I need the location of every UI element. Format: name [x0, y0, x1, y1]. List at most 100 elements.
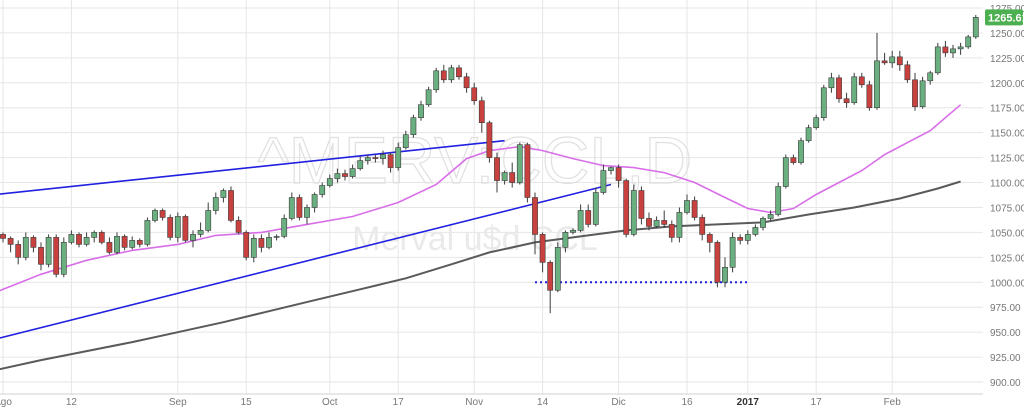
- candlesticks: [0, 14, 979, 314]
- candle-body-28: [212, 197, 219, 211]
- candle-body-86: [653, 220, 660, 227]
- candle-body-115: [874, 60, 880, 109]
- candle-body-0: [0, 234, 6, 239]
- channel-line-2: [0, 183, 612, 339]
- candle-body-106: [805, 127, 812, 141]
- candle-body-5: [38, 247, 44, 265]
- candle-body-81: [615, 167, 622, 181]
- candle-body-77: [585, 210, 592, 225]
- candle-body-120: [912, 79, 918, 108]
- x-tick-label-1: 12: [66, 397, 78, 408]
- candle-body-103: [782, 157, 789, 187]
- candle-body-101: [767, 214, 774, 219]
- candle-body-92: [699, 217, 706, 235]
- candle-body-121: [919, 80, 926, 108]
- y-tick-label-10: 1025.00: [990, 253, 1024, 264]
- y-tick-label-12: 975.00: [990, 303, 1021, 314]
- y-tick-label-5: 1150.00: [990, 129, 1024, 140]
- last-price-tag: 1265.61: [985, 9, 1024, 26]
- candle-body-36: [273, 236, 280, 238]
- x-tick-label-8: Dic: [611, 397, 625, 408]
- candle-body-60: [456, 67, 462, 78]
- candle-body-87: [661, 220, 668, 225]
- candle-body-57: [433, 70, 440, 91]
- candle-body-16: [121, 236, 128, 248]
- candle-body-24: [182, 216, 189, 241]
- candle-body-75: [570, 230, 576, 233]
- candle-body-32: [243, 232, 250, 258]
- candle-body-66: [501, 172, 508, 181]
- candle-body-73: [554, 247, 561, 291]
- candle-body-9: [68, 234, 75, 243]
- candle-body-59: [448, 67, 455, 81]
- candle-body-114: [866, 84, 873, 109]
- candle-body-100: [760, 218, 766, 228]
- y-tick-label-8: 1075.00: [990, 203, 1024, 214]
- candle-body-64: [486, 122, 493, 158]
- candle-body-107: [813, 117, 820, 128]
- candle-body-93: [706, 234, 713, 243]
- candle-body-122: [927, 72, 934, 82]
- candle-body-11: [83, 237, 90, 245]
- y-tick-label-11: 1000.00: [990, 278, 1024, 289]
- candle-body-37: [281, 218, 288, 237]
- candle-body-83: [630, 190, 637, 235]
- candle-body-42: [319, 185, 326, 195]
- candle-body-26: [197, 230, 204, 235]
- candle-body-70: [532, 197, 538, 235]
- candle-body-110: [836, 77, 842, 100]
- candle-body-91: [691, 200, 698, 218]
- y-axis: 1275.001250.001225.001200.001175.001150.…: [990, 4, 1024, 389]
- candle-body-25: [190, 234, 196, 241]
- candle-body-20: [152, 210, 158, 221]
- y-tick-label-6: 1125.00: [990, 154, 1024, 165]
- y-tick-label-9: 1050.00: [990, 228, 1024, 239]
- candle-body-51: [387, 154, 394, 168]
- y-tick-label-15: 900.00: [990, 378, 1021, 389]
- candle-body-17: [129, 240, 136, 248]
- x-tick-label-12: Feb: [884, 397, 902, 408]
- x-tick-label-3: 15: [241, 397, 253, 408]
- candle-body-41: [311, 194, 318, 208]
- candle-body-97: [737, 237, 744, 241]
- candle-body-43: [326, 178, 333, 186]
- x-tick-label-11: 17: [811, 397, 823, 408]
- candle-body-68: [516, 144, 523, 183]
- candle-body-123: [934, 46, 941, 74]
- candle-body-3: [22, 237, 29, 258]
- candle-body-109: [828, 77, 835, 89]
- candle-body-47: [357, 160, 364, 169]
- candle-body-76: [577, 210, 584, 231]
- candle-body-50: [380, 154, 386, 159]
- candle-body-35: [266, 237, 272, 248]
- candle-body-61: [463, 76, 470, 89]
- candle-body-31: [235, 220, 242, 233]
- candle-body-53: [402, 134, 409, 148]
- candle-body-8: [60, 242, 67, 275]
- candle-body-48: [364, 157, 371, 161]
- candle-body-7: [53, 237, 60, 275]
- candle-body-67: [509, 172, 516, 183]
- x-tick-label-2: Sep: [169, 397, 187, 408]
- candle-body-102: [775, 186, 782, 215]
- candle-body-82: [623, 180, 630, 235]
- candle-body-125: [950, 48, 956, 54]
- candle-body-18: [136, 240, 143, 245]
- candle-body-21: [159, 210, 166, 218]
- candle-body-95: [722, 267, 728, 283]
- x-tick-label-4: Oct: [322, 397, 338, 408]
- candle-body-63: [478, 100, 485, 123]
- candle-body-65: [494, 157, 500, 181]
- y-tick-label-4: 1175.00: [990, 104, 1024, 115]
- candle-body-112: [851, 76, 858, 104]
- candle-body-72: [547, 262, 554, 291]
- trendlines: [0, 139, 748, 339]
- candle-body-128: [972, 17, 979, 38]
- candle-body-54: [410, 117, 417, 135]
- moving-average-line-1: [0, 104, 962, 292]
- candle-body-108: [820, 87, 827, 119]
- candle-body-34: [258, 238, 265, 248]
- candle-body-40: [304, 207, 310, 218]
